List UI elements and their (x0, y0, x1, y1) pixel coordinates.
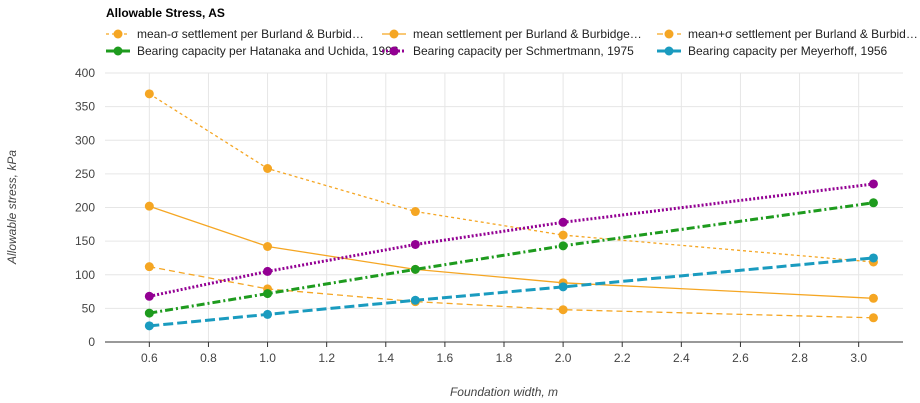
data-point[interactable] (263, 309, 273, 319)
x-tick-label: 2.8 (791, 351, 808, 365)
data-point[interactable] (410, 239, 420, 249)
data-point[interactable] (263, 163, 273, 173)
legend-item[interactable]: mean-σ settlement per Burland & Burbid… (106, 27, 364, 41)
x-tick-label: 1.6 (437, 351, 454, 365)
series-line (149, 201, 874, 315)
series-line (149, 256, 874, 328)
y-tick-label: 400 (75, 66, 95, 80)
x-tick-label: 1.8 (496, 351, 513, 365)
data-point[interactable] (868, 293, 878, 303)
x-tick-label: 2.2 (614, 351, 631, 365)
data-point[interactable] (144, 201, 154, 211)
x-tick-labels: 0.6 0.8 1.0 1.2 1.4 1.6 1.8 2.0 2.2 2.4 2.6 2.8 3.0 (141, 351, 867, 365)
legend-swatch-marker (113, 46, 123, 56)
legend-swatch-marker (389, 29, 399, 39)
data-point[interactable] (558, 230, 568, 240)
x-tick-label: 3.0 (850, 351, 867, 365)
data-point[interactable] (558, 217, 568, 227)
data-point[interactable] (144, 262, 154, 272)
y-tick-label: 200 (75, 201, 95, 215)
x-tick-label: 1.2 (318, 351, 335, 365)
series-line (149, 266, 874, 319)
x-tick-label: 0.8 (200, 351, 217, 365)
legend-swatch-marker (664, 46, 674, 56)
data-point[interactable] (868, 313, 878, 323)
x-tick-label: 1.0 (259, 351, 276, 365)
data-point[interactable] (263, 289, 273, 299)
chart-title: Allowable Stress, AS (106, 6, 225, 20)
data-point[interactable] (263, 242, 273, 252)
data-point[interactable] (144, 291, 154, 301)
y-tick-labels: 0 50 100 150 200 250 300 350 400 (75, 66, 95, 349)
chart-series (144, 89, 878, 331)
y-tick-label: 0 (88, 335, 95, 349)
data-point[interactable] (410, 207, 420, 217)
series-3 (144, 262, 878, 323)
y-tick-label: 250 (75, 167, 95, 181)
series-1 (144, 89, 878, 267)
chart-legend: mean-σ settlement per Burland & Burbid… m… (106, 27, 918, 58)
x-tick-label: 2.6 (732, 351, 749, 365)
data-point[interactable] (410, 295, 420, 305)
chart-axes (105, 341, 903, 347)
x-tick-label: 0.6 (141, 351, 158, 365)
legend-label: Bearing capacity per Meyerhoff, 1956 (688, 44, 888, 58)
data-point[interactable] (868, 179, 878, 189)
legend-label: mean settlement per Burland & Burbidge… (413, 27, 642, 41)
legend-swatch-marker (389, 46, 399, 56)
y-tick-label: 350 (75, 100, 95, 114)
data-point[interactable] (263, 266, 273, 276)
legend-item[interactable]: mean+σ settlement per Burland & Burbid… (657, 27, 918, 41)
data-point[interactable] (868, 253, 878, 263)
legend-item[interactable]: mean settlement per Burland & Burbidge… (382, 27, 642, 41)
data-point[interactable] (144, 89, 154, 99)
legend-label: Bearing capacity per Schmertmann, 1975 (413, 44, 634, 58)
series-5 (144, 179, 878, 301)
data-point[interactable] (558, 305, 568, 315)
series-line (148, 93, 874, 263)
x-tick-label: 2.4 (673, 351, 690, 365)
series-line (149, 205, 874, 299)
data-point[interactable] (868, 198, 878, 208)
data-point[interactable] (144, 321, 154, 331)
x-axis-title: Foundation width, m (450, 385, 558, 399)
data-point[interactable] (558, 282, 568, 292)
legend-item[interactable]: Bearing capacity per Hatanaka and Uchida… (106, 44, 399, 58)
y-tick-label: 300 (75, 133, 95, 147)
legend-swatch-marker (113, 29, 123, 39)
series-6 (144, 253, 878, 331)
data-point[interactable] (410, 264, 420, 274)
legend-label: mean-σ settlement per Burland & Burbid… (137, 27, 364, 41)
legend-label: mean+σ settlement per Burland & Burbid… (688, 27, 918, 41)
data-point[interactable] (144, 308, 154, 318)
y-tick-label: 50 (82, 301, 96, 315)
legend-label: Bearing capacity per Hatanaka and Uchida… (137, 44, 399, 58)
x-tick-label: 2.0 (555, 351, 572, 365)
series-4 (144, 198, 878, 318)
y-tick-label: 150 (75, 234, 95, 248)
data-point[interactable] (558, 241, 568, 251)
x-tick-label: 1.4 (377, 351, 394, 365)
legend-item[interactable]: Bearing capacity per Meyerhoff, 1956 (657, 44, 888, 58)
series-line (148, 182, 874, 298)
y-axis-title: Allowable stress, kPa (5, 150, 19, 265)
legend-item[interactable]: Bearing capacity per Schmertmann, 1975 (382, 44, 634, 58)
legend-swatch-marker (664, 29, 674, 39)
y-tick-label: 100 (75, 268, 95, 282)
